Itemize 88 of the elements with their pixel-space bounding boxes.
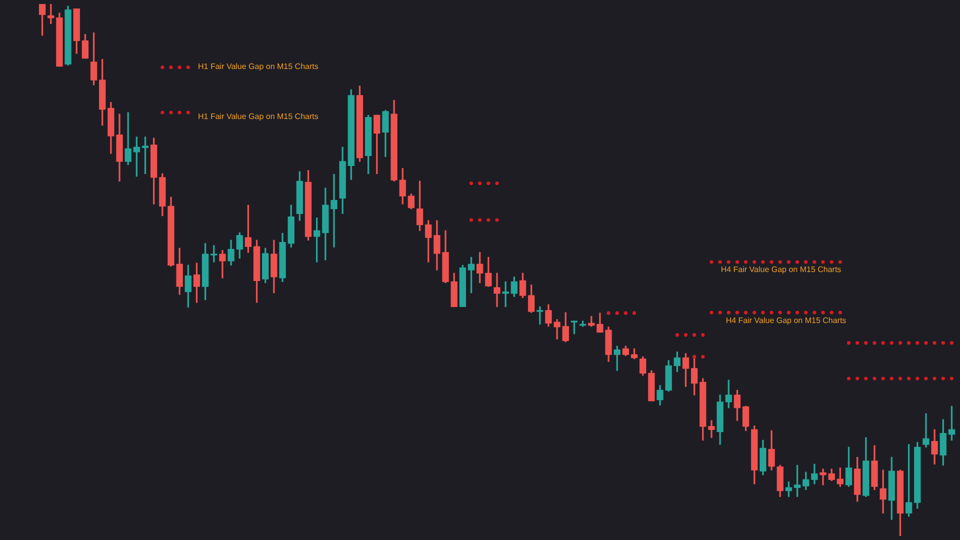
point bbox=[950, 341, 954, 345]
point bbox=[864, 376, 868, 380]
point bbox=[752, 310, 756, 314]
point bbox=[701, 354, 705, 359]
point bbox=[778, 260, 782, 264]
point bbox=[726, 310, 730, 314]
point bbox=[169, 66, 173, 70]
point bbox=[804, 310, 808, 314]
point bbox=[770, 260, 774, 264]
point bbox=[856, 376, 860, 380]
point bbox=[941, 341, 945, 345]
point bbox=[718, 260, 722, 264]
point bbox=[495, 181, 499, 186]
point bbox=[821, 260, 825, 264]
point bbox=[675, 333, 679, 337]
point bbox=[907, 376, 911, 380]
point bbox=[898, 341, 902, 345]
point bbox=[864, 341, 868, 345]
point bbox=[856, 341, 860, 345]
point bbox=[830, 310, 834, 314]
point bbox=[804, 260, 808, 264]
point bbox=[752, 260, 756, 264]
point bbox=[495, 218, 499, 222]
point bbox=[186, 66, 190, 70]
point bbox=[761, 310, 765, 314]
point bbox=[821, 310, 825, 314]
point bbox=[169, 110, 173, 114]
point bbox=[761, 260, 765, 264]
point bbox=[881, 341, 885, 345]
point bbox=[872, 341, 876, 345]
point bbox=[941, 376, 945, 380]
annotation: H4 Fair Value Gap on M15 Charts bbox=[720, 265, 842, 274]
point bbox=[486, 181, 490, 186]
point bbox=[830, 260, 834, 264]
point bbox=[890, 341, 894, 345]
point bbox=[770, 310, 774, 314]
point bbox=[178, 66, 182, 70]
point bbox=[881, 376, 885, 380]
point bbox=[872, 376, 876, 380]
point bbox=[744, 260, 748, 264]
point bbox=[469, 218, 474, 222]
point bbox=[950, 376, 954, 380]
point bbox=[710, 260, 714, 264]
point bbox=[838, 310, 842, 314]
point bbox=[898, 376, 902, 380]
point bbox=[932, 341, 936, 345]
annotation: H4 Fair Value Gap on M15 Charts bbox=[726, 316, 846, 326]
point bbox=[890, 376, 894, 380]
point bbox=[924, 376, 928, 380]
point bbox=[624, 311, 628, 315]
point bbox=[932, 376, 936, 380]
point bbox=[606, 311, 610, 315]
point bbox=[178, 110, 182, 114]
annotation: H1 Fair Value Gap on M15 Charts bbox=[198, 112, 318, 122]
point bbox=[692, 354, 696, 359]
point bbox=[701, 333, 705, 337]
point bbox=[924, 341, 928, 345]
point bbox=[710, 310, 714, 314]
point bbox=[478, 218, 482, 222]
point bbox=[786, 310, 790, 314]
point bbox=[160, 66, 164, 70]
point bbox=[846, 376, 851, 380]
point bbox=[907, 341, 911, 345]
point bbox=[735, 310, 740, 314]
point bbox=[469, 181, 474, 186]
point bbox=[615, 311, 619, 315]
point bbox=[478, 181, 482, 186]
point bbox=[916, 376, 920, 380]
point bbox=[692, 333, 696, 337]
point bbox=[812, 260, 816, 264]
point bbox=[795, 260, 800, 264]
point bbox=[632, 311, 636, 315]
point bbox=[726, 260, 730, 264]
point bbox=[718, 310, 722, 314]
point bbox=[186, 110, 190, 114]
point bbox=[838, 260, 842, 264]
point bbox=[160, 110, 164, 114]
point bbox=[786, 260, 790, 264]
point bbox=[778, 310, 782, 314]
point bbox=[916, 341, 920, 345]
point bbox=[744, 310, 748, 314]
point bbox=[735, 260, 740, 264]
point bbox=[684, 333, 688, 337]
point bbox=[486, 218, 490, 222]
point bbox=[795, 310, 800, 314]
point bbox=[812, 310, 816, 314]
annotation: H1 Fair Value Gap on M15 Charts bbox=[198, 62, 318, 72]
point bbox=[846, 341, 851, 345]
